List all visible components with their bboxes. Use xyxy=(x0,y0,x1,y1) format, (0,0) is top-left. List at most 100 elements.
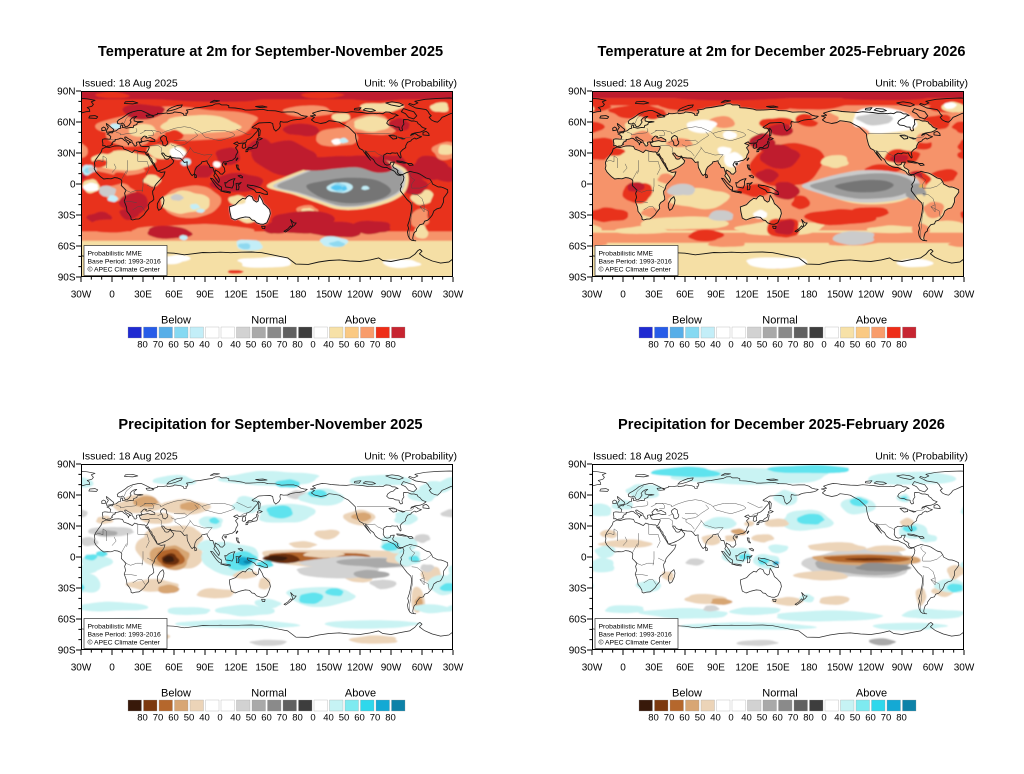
svg-text:0: 0 xyxy=(581,180,587,191)
svg-text:90N: 90N xyxy=(57,460,75,471)
svg-text:Probabilistic MME: Probabilistic MME xyxy=(88,624,143,631)
svg-text:30W: 30W xyxy=(582,290,603,301)
svg-text:Below: Below xyxy=(161,315,191,327)
svg-text:© APEC Climate Center: © APEC Climate Center xyxy=(88,266,161,274)
svg-text:80: 80 xyxy=(137,340,148,351)
svg-text:50: 50 xyxy=(757,340,768,351)
svg-text:50: 50 xyxy=(695,340,706,351)
svg-text:70: 70 xyxy=(370,713,381,724)
svg-text:60: 60 xyxy=(354,340,365,351)
svg-text:30E: 30E xyxy=(645,290,663,301)
svg-text:30E: 30E xyxy=(134,290,152,301)
svg-text:70: 70 xyxy=(664,340,675,351)
svg-text:0: 0 xyxy=(620,290,626,301)
svg-text:80: 80 xyxy=(648,713,659,724)
svg-text:70: 70 xyxy=(153,713,164,724)
svg-text:60: 60 xyxy=(168,713,179,724)
svg-text:Unit: % (Probability): Unit: % (Probability) xyxy=(364,78,457,90)
svg-text:0: 0 xyxy=(310,713,315,724)
svg-text:60: 60 xyxy=(354,713,365,724)
svg-text:90W: 90W xyxy=(381,290,402,301)
svg-text:30W: 30W xyxy=(582,663,603,674)
svg-text:90S: 90S xyxy=(58,646,76,657)
svg-text:80: 80 xyxy=(292,713,303,724)
svg-text:90N: 90N xyxy=(568,460,586,471)
svg-text:0: 0 xyxy=(109,663,115,674)
svg-text:150E: 150E xyxy=(766,290,790,301)
svg-text:Probabilistic MME: Probabilistic MME xyxy=(599,624,654,631)
svg-text:0: 0 xyxy=(821,713,826,724)
svg-text:30N: 30N xyxy=(57,522,75,533)
svg-text:Issued: 18 Aug 2025: Issued: 18 Aug 2025 xyxy=(593,451,689,463)
svg-text:© APEC Climate Center: © APEC Climate Center xyxy=(599,639,672,647)
svg-text:60: 60 xyxy=(679,340,690,351)
svg-text:50: 50 xyxy=(339,713,350,724)
svg-text:Above: Above xyxy=(856,688,887,700)
svg-text:80: 80 xyxy=(896,713,907,724)
svg-text:Base Period: 1993-2016: Base Period: 1993-2016 xyxy=(599,259,673,266)
svg-text:Below: Below xyxy=(672,688,702,700)
svg-text:60: 60 xyxy=(865,713,876,724)
svg-text:30E: 30E xyxy=(134,663,152,674)
svg-text:Issued: 18 Aug 2025: Issued: 18 Aug 2025 xyxy=(593,78,689,90)
svg-text:40: 40 xyxy=(710,713,721,724)
svg-text:90N: 90N xyxy=(568,87,586,98)
svg-text:150W: 150W xyxy=(316,663,343,674)
svg-text:80: 80 xyxy=(648,340,659,351)
svg-text:50: 50 xyxy=(184,340,195,351)
svg-text:80: 80 xyxy=(803,713,814,724)
svg-text:30S: 30S xyxy=(569,211,587,222)
svg-text:180: 180 xyxy=(290,663,307,674)
svg-text:60W: 60W xyxy=(412,290,433,301)
svg-text:60: 60 xyxy=(261,713,272,724)
svg-text:30W: 30W xyxy=(71,290,92,301)
svg-text:Above: Above xyxy=(345,315,376,327)
svg-text:50: 50 xyxy=(850,713,861,724)
svg-text:Base Period: 1993-2016: Base Period: 1993-2016 xyxy=(599,632,673,639)
svg-text:0: 0 xyxy=(109,290,115,301)
svg-text:60W: 60W xyxy=(923,663,944,674)
svg-text:90N: 90N xyxy=(57,87,75,98)
svg-text:60S: 60S xyxy=(58,242,76,253)
svg-text:30S: 30S xyxy=(569,584,587,595)
svg-text:© APEC Climate Center: © APEC Climate Center xyxy=(599,266,672,274)
svg-text:40: 40 xyxy=(323,713,334,724)
svg-text:40: 40 xyxy=(230,340,241,351)
svg-text:Below: Below xyxy=(672,315,702,327)
svg-text:30W: 30W xyxy=(954,290,975,301)
svg-text:Base Period: 1993-2016: Base Period: 1993-2016 xyxy=(88,259,162,266)
svg-text:60W: 60W xyxy=(412,663,433,674)
svg-text:70: 70 xyxy=(664,713,675,724)
svg-text:Probabilistic MME: Probabilistic MME xyxy=(88,251,143,258)
svg-text:50: 50 xyxy=(850,340,861,351)
svg-text:40: 40 xyxy=(199,340,210,351)
svg-text:180: 180 xyxy=(801,290,818,301)
svg-text:50: 50 xyxy=(695,713,706,724)
svg-text:150E: 150E xyxy=(255,663,279,674)
svg-text:150W: 150W xyxy=(316,290,343,301)
svg-text:60E: 60E xyxy=(676,663,694,674)
svg-text:Precipitation for December 202: Precipitation for December 2025-February… xyxy=(618,417,945,433)
svg-text:60: 60 xyxy=(865,340,876,351)
svg-text:150W: 150W xyxy=(827,290,854,301)
svg-text:120E: 120E xyxy=(735,290,759,301)
svg-text:150W: 150W xyxy=(827,663,854,674)
svg-text:30W: 30W xyxy=(71,663,92,674)
svg-text:70: 70 xyxy=(277,713,288,724)
svg-text:0: 0 xyxy=(728,340,733,351)
svg-text:Unit: % (Probability): Unit: % (Probability) xyxy=(875,451,968,463)
svg-text:70: 70 xyxy=(788,340,799,351)
svg-text:180: 180 xyxy=(290,290,307,301)
svg-text:Below: Below xyxy=(161,688,191,700)
svg-text:Normal: Normal xyxy=(762,315,797,327)
svg-text:70: 70 xyxy=(370,340,381,351)
svg-text:30S: 30S xyxy=(58,584,76,595)
svg-text:0: 0 xyxy=(620,663,626,674)
svg-text:90W: 90W xyxy=(381,663,402,674)
svg-text:60N: 60N xyxy=(568,491,586,502)
svg-text:120E: 120E xyxy=(735,663,759,674)
svg-text:80: 80 xyxy=(292,340,303,351)
svg-text:70: 70 xyxy=(881,340,892,351)
svg-text:90E: 90E xyxy=(196,290,214,301)
svg-text:80: 80 xyxy=(385,340,396,351)
